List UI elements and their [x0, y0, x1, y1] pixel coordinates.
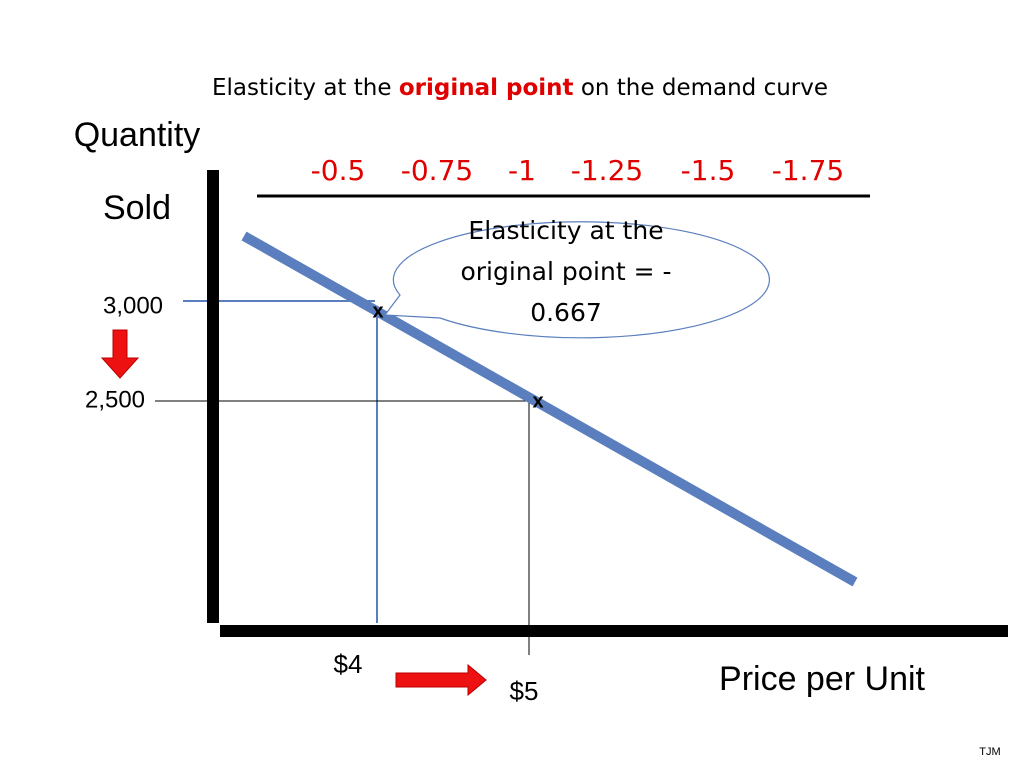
callout-line: original point = -	[460, 257, 671, 286]
scale-value: -1.25	[571, 154, 643, 187]
scale-value: -1.75	[772, 154, 844, 187]
y-label: 2,500	[85, 386, 145, 413]
scale-value: -1.5	[681, 154, 736, 187]
y-label: 3,000	[103, 292, 163, 319]
point-marker: x	[532, 390, 543, 412]
scale-value: -0.5	[311, 154, 366, 187]
title-text: Elasticity at the	[212, 75, 392, 101]
x-label: $5	[510, 676, 539, 706]
callout-text: Elasticity at the original point = - 0.6…	[460, 216, 671, 327]
title-highlight: original point	[399, 75, 574, 101]
x-label: $4	[334, 649, 363, 679]
scale-value: -0.75	[401, 154, 473, 187]
title: Elasticity at the original point on the …	[212, 75, 828, 101]
scale-value: -1	[508, 154, 536, 187]
demand-curve	[241, 231, 858, 587]
y-axis-label: Quantity	[74, 116, 201, 154]
point-marker: x	[372, 300, 383, 322]
down-arrow	[100, 329, 140, 379]
callout-bubble	[383, 221, 771, 339]
footer: TJM	[979, 746, 1000, 758]
callout-line: 0.667	[530, 298, 602, 327]
y-axis-label: Sold	[103, 189, 171, 227]
right-arrow	[395, 663, 487, 697]
callout-line: Elasticity at the	[468, 216, 663, 245]
elasticity-scale: -0.5 -0.75 -1 -1.25 -1.5 -1.75	[311, 154, 845, 187]
x-axis-label: Price per Unit	[719, 660, 926, 698]
title-text: on the demand curve	[581, 75, 828, 101]
